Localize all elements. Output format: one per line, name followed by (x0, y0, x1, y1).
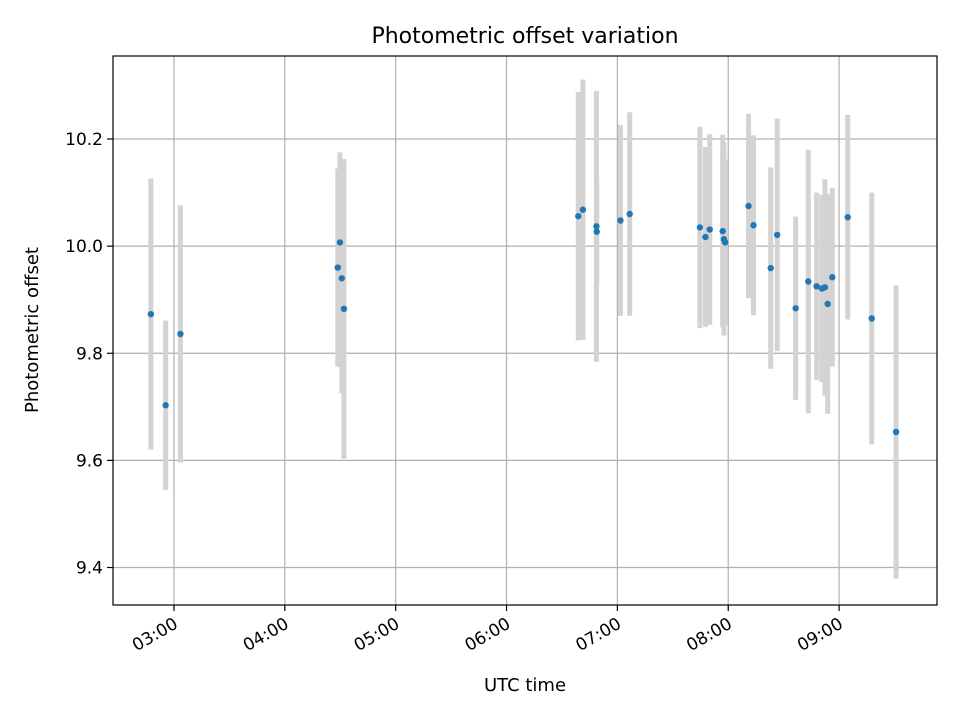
data-point (334, 264, 341, 271)
data-point (829, 274, 836, 281)
data-point (892, 428, 900, 436)
y-tick-label: 9.4 (76, 559, 103, 579)
data-point (336, 239, 344, 246)
data-point (617, 217, 624, 224)
y-axis: 9.4 9.6 9.8 10.0 10.2 (65, 130, 113, 579)
data-point (340, 305, 348, 313)
data-point (575, 212, 582, 220)
data-point (773, 231, 781, 239)
data-points (147, 202, 900, 436)
data-point (177, 330, 184, 338)
data-point (702, 233, 709, 241)
x-axis-label: UTC time (484, 675, 566, 696)
chart-title: Photometric offset variation (371, 24, 678, 49)
y-axis-label: Photometric offset (22, 247, 43, 413)
data-point (767, 264, 774, 272)
data-point (593, 223, 600, 230)
data-point (579, 206, 587, 213)
data-point (821, 284, 829, 291)
data-point (745, 202, 752, 210)
y-tick-label: 9.8 (76, 344, 103, 364)
data-point (805, 278, 812, 285)
data-point (593, 228, 600, 235)
y-tick-label: 9.6 (76, 451, 103, 471)
data-point (719, 227, 726, 235)
data-point (750, 222, 757, 229)
data-point (696, 224, 704, 231)
data-point (338, 275, 345, 282)
y-tick-label: 10.2 (65, 130, 103, 150)
y-tick-label: 10.0 (65, 237, 103, 257)
data-point (721, 239, 729, 246)
data-point (147, 310, 155, 318)
data-point (813, 283, 820, 290)
data-point (706, 226, 713, 233)
data-point (844, 214, 851, 221)
data-point (824, 300, 831, 308)
data-point (868, 315, 875, 322)
data-point (162, 402, 169, 409)
grid (113, 56, 937, 605)
data-point (626, 210, 633, 218)
data-point (792, 305, 799, 312)
plot-frame (112, 55, 938, 606)
